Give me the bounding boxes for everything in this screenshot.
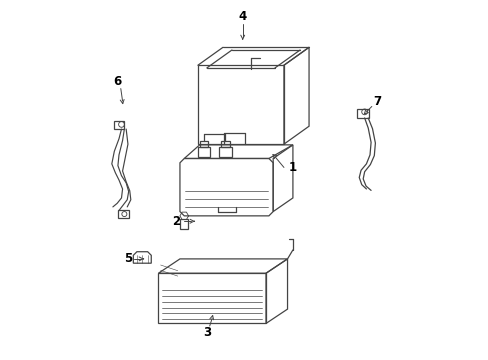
Bar — [180, 219, 188, 229]
Text: 6: 6 — [113, 75, 121, 88]
Bar — [118, 211, 128, 219]
Text: 4: 4 — [238, 10, 246, 23]
Bar — [197, 147, 210, 157]
Bar — [219, 147, 231, 157]
Bar — [199, 140, 208, 147]
Text: 7: 7 — [372, 95, 381, 108]
Bar — [221, 140, 229, 147]
Text: 2: 2 — [172, 215, 180, 228]
Text: 5: 5 — [123, 252, 132, 265]
Bar — [357, 109, 368, 118]
Bar — [114, 121, 124, 129]
Text: 1: 1 — [288, 161, 296, 174]
Text: 3: 3 — [203, 326, 210, 339]
